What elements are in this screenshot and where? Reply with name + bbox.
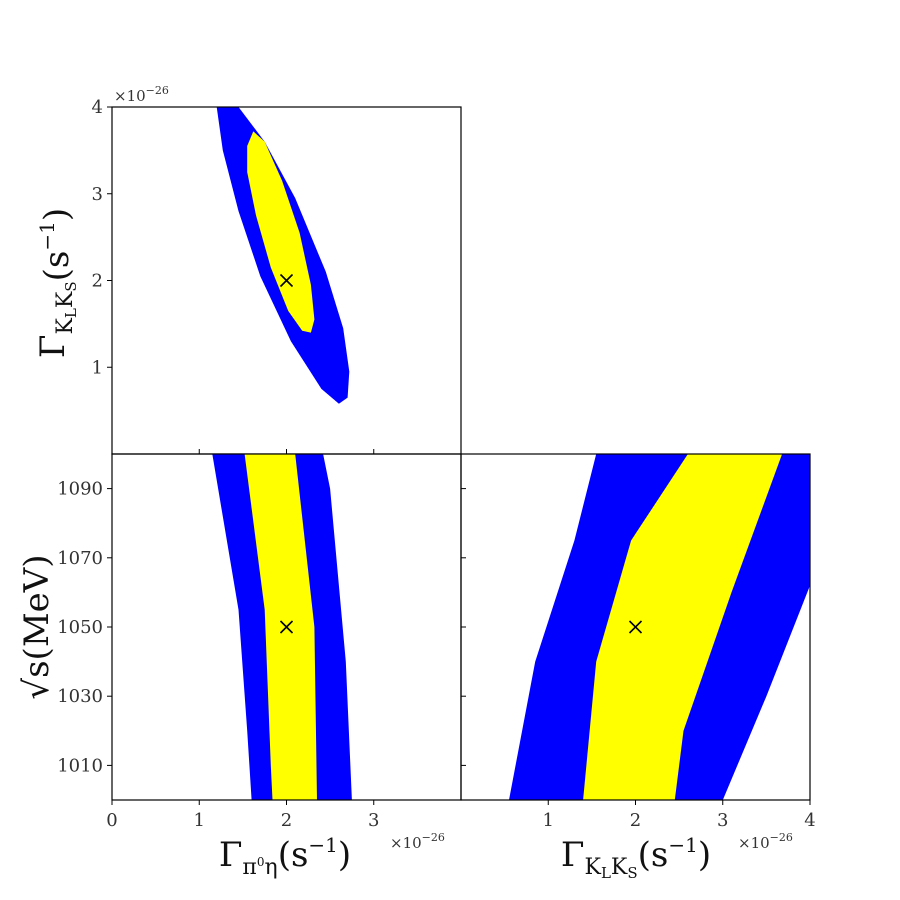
best-fit-marker (279, 273, 294, 288)
x-axis-ticks: 1 2 3 4 (543, 800, 816, 831)
y-tick-label: 1010 (57, 755, 103, 776)
y-axis-label: √s(MeV) (17, 554, 57, 699)
y-tick-label: 1 (92, 357, 103, 378)
y-multiplier: ×10−26 (114, 84, 169, 105)
inner-confidence-region (247, 131, 315, 333)
x-tick-label: 3 (368, 810, 379, 831)
x-tick-label: 2 (281, 810, 292, 831)
y-tick-label: 3 (92, 184, 103, 205)
x-tick-label: 4 (804, 810, 815, 831)
x-axis-label: ΓKLKS(s−1) (561, 833, 711, 882)
y-tick-label: 1090 (57, 479, 103, 500)
x-multiplier: ×10−26 (390, 831, 445, 852)
panel-bottom-left: 1010 1030 1050 1070 1090 0 1 2 3 ×10−26 √s(MeV)… (17, 453, 462, 880)
x-tick-label: 2 (630, 810, 641, 831)
best-fit-marker-stroke (279, 273, 294, 288)
x-tick-label: 0 (106, 810, 117, 831)
y-axis-ticks: 1 2 3 4 (92, 97, 112, 378)
y-axis-ticks: 1010 1030 1050 1070 1090 (57, 479, 112, 776)
y-axis-label: ΓKLKS(s−1) (33, 208, 80, 358)
best-fit-marker (628, 620, 643, 634)
best-fit-marker (279, 620, 294, 634)
y-tick-label: 1030 (57, 686, 103, 707)
y-axis-ticks (461, 488, 466, 766)
panel-bottom-right: 1 2 3 4 ×10−26 ΓKLKS(s−1) (460, 453, 816, 882)
x-axis-ticks: 0 1 2 3 (106, 800, 379, 831)
x-axis-ticks (198, 449, 375, 454)
y-tick-label: 2 (92, 271, 103, 292)
panel-top-left: 1 2 3 4 ×10−26 ΓKLKS(s−1) (33, 84, 462, 455)
y-tick-label: 1070 (57, 548, 103, 569)
best-fit-marker-stroke (628, 620, 643, 634)
x-tick-label: 1 (194, 810, 205, 831)
x-multiplier: ×10−26 (738, 831, 793, 852)
x-tick-label: 3 (717, 810, 728, 831)
y-tick-label: 1050 (57, 617, 103, 638)
y-tick-label: 4 (92, 97, 103, 118)
x-axis-label: Γπ0η(s−1) (219, 833, 351, 880)
inner-confidence-region (244, 454, 317, 800)
best-fit-marker-stroke (279, 620, 294, 634)
x-tick-label: 1 (543, 810, 554, 831)
inner-confidence-region (583, 454, 783, 800)
